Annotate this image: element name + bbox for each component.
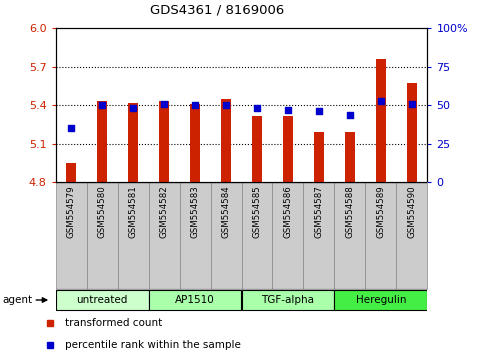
Bar (366, 182, 397, 289)
Text: GSM554590: GSM554590 (408, 185, 416, 238)
Bar (128, 103, 139, 182)
Point (253, 105, 261, 111)
Text: GSM554585: GSM554585 (253, 185, 261, 238)
Bar (56, 290, 149, 310)
Bar (86, 182, 117, 289)
Text: AP1510: AP1510 (175, 295, 215, 304)
Text: TGF-alpha: TGF-alpha (261, 295, 314, 304)
Bar (407, 84, 417, 182)
Bar (272, 182, 303, 289)
Text: GSM554584: GSM554584 (222, 185, 230, 238)
Point (160, 101, 168, 107)
Bar (117, 182, 149, 289)
Bar (180, 182, 211, 289)
Point (377, 98, 385, 103)
Bar (376, 59, 386, 182)
Bar (334, 182, 366, 289)
Bar (397, 182, 427, 289)
Bar (283, 115, 293, 182)
Text: GSM554581: GSM554581 (128, 185, 138, 238)
Bar (211, 182, 242, 289)
Point (67, 126, 75, 131)
Bar (242, 290, 334, 310)
Text: transformed count: transformed count (65, 318, 162, 329)
Point (129, 105, 137, 111)
Point (315, 109, 323, 114)
Text: GSM554582: GSM554582 (159, 185, 169, 238)
Point (346, 112, 354, 118)
Text: GSM554579: GSM554579 (67, 185, 75, 238)
Text: GSM554588: GSM554588 (345, 185, 355, 238)
Bar (221, 99, 231, 182)
Bar (303, 182, 334, 289)
Bar (149, 290, 242, 310)
Text: GDS4361 / 8169006: GDS4361 / 8169006 (150, 4, 284, 17)
Bar (56, 182, 86, 289)
Bar (252, 115, 262, 182)
Point (191, 103, 199, 108)
Text: GSM554586: GSM554586 (284, 185, 293, 238)
Bar (334, 290, 427, 310)
Text: GSM554589: GSM554589 (376, 185, 385, 238)
Text: GSM554580: GSM554580 (98, 185, 107, 238)
Point (98, 103, 106, 108)
Bar (149, 182, 180, 289)
Bar (242, 182, 272, 289)
Text: percentile rank within the sample: percentile rank within the sample (65, 339, 241, 350)
Bar (190, 104, 200, 182)
Bar (97, 102, 107, 182)
Bar (158, 102, 170, 182)
Text: untreated: untreated (76, 295, 128, 304)
Point (222, 103, 230, 108)
Point (408, 101, 416, 107)
Bar (344, 132, 355, 182)
Text: GSM554583: GSM554583 (190, 185, 199, 238)
Text: GSM554587: GSM554587 (314, 185, 324, 238)
Bar (66, 163, 76, 182)
Bar (313, 132, 325, 182)
Text: Heregulin: Heregulin (355, 295, 406, 304)
Text: agent: agent (2, 295, 32, 305)
Point (284, 107, 292, 113)
